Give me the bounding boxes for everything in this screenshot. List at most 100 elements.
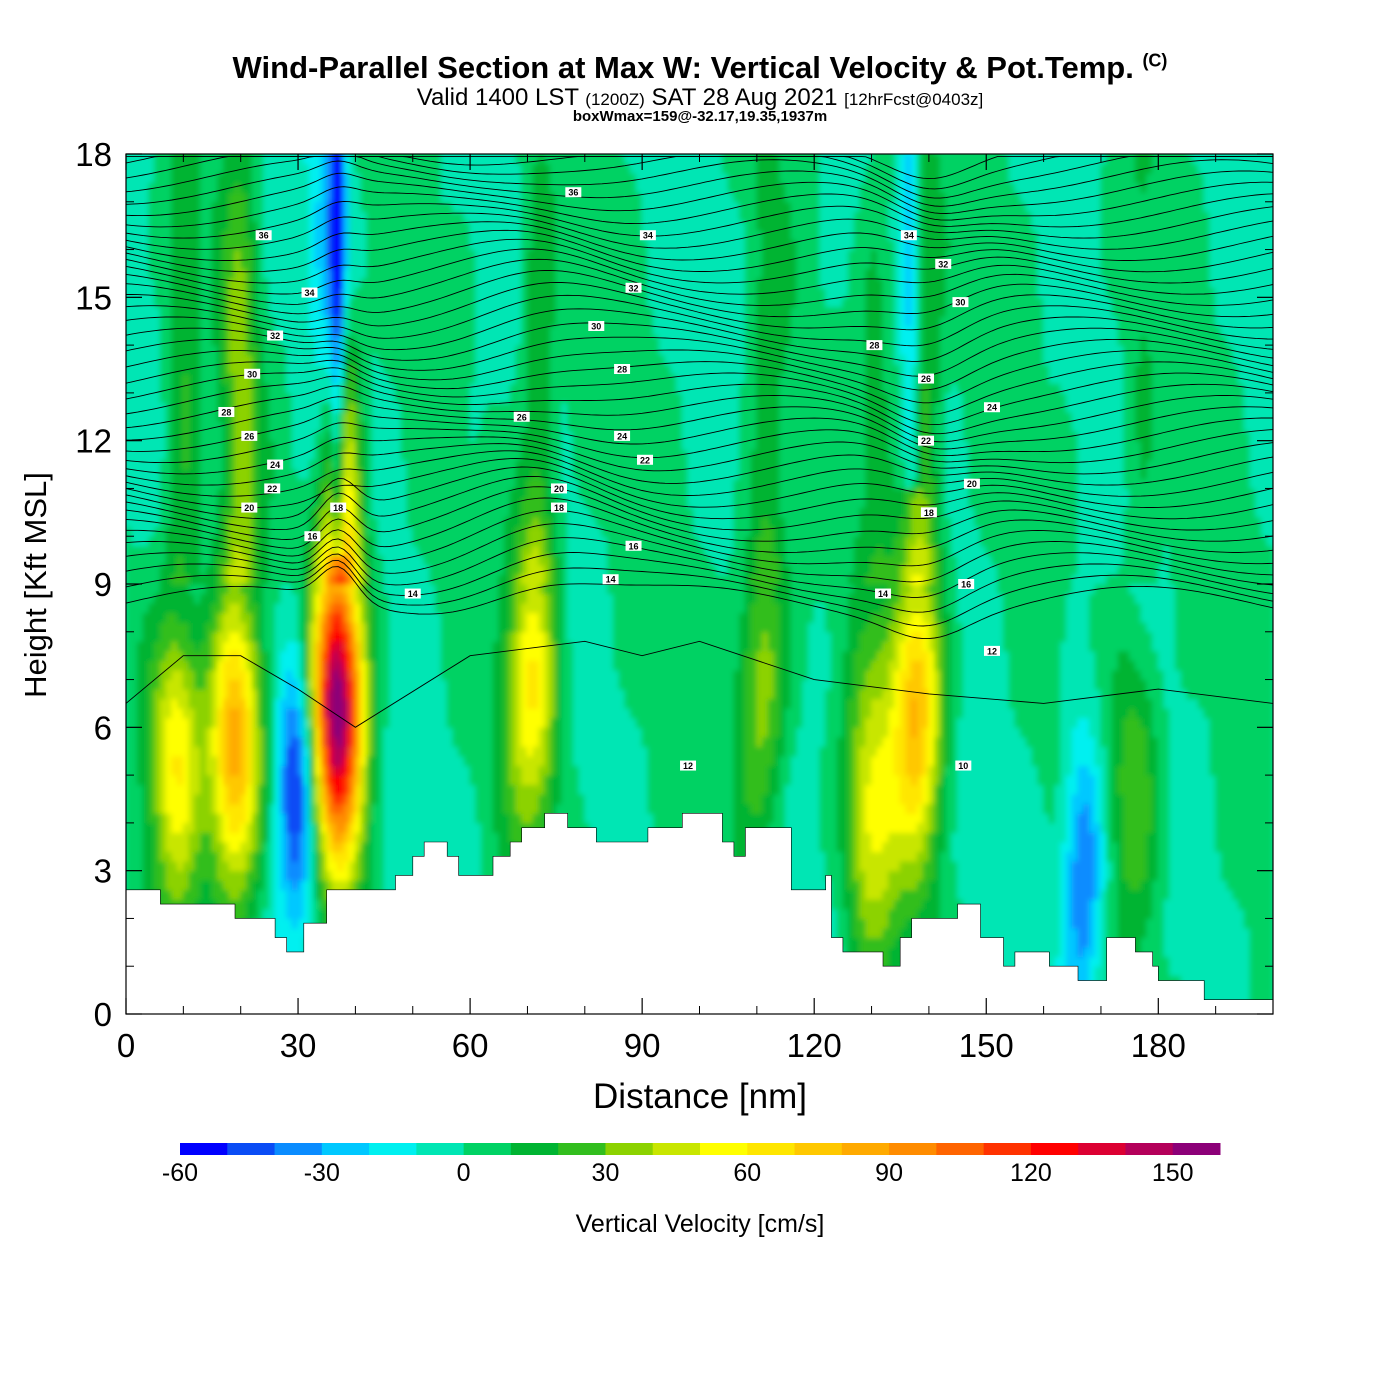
valid-time: Valid 1400 LST (416, 84, 579, 111)
contour-label-bg (875, 588, 892, 599)
contour-label-bg (900, 230, 917, 241)
chart-title: Wind-Parallel Section at Max W: Vertical… (0, 50, 1400, 86)
colorbar-tick-label: -60 (162, 1159, 198, 1187)
contour-label: 20 (244, 503, 254, 513)
contour-label: 24 (987, 403, 997, 413)
contour-label-bg (588, 321, 605, 331)
contour-label-bg (301, 287, 318, 298)
colorbar-swatch (558, 1143, 606, 1155)
copyright-mark: (C) (1142, 50, 1168, 71)
x-tick-label: 180 (1131, 1027, 1186, 1064)
contour-label: 34 (643, 231, 653, 241)
colorbar-swatch (416, 1143, 465, 1155)
colorbar-swatch (1030, 1143, 1079, 1155)
colorbar-tick-label: 0 (457, 1159, 471, 1187)
colorbar-swatch (1078, 1143, 1126, 1155)
chart-title-main: Wind-Parallel Section at Max W: Vertical… (232, 50, 1134, 85)
contour-label-bg (625, 540, 642, 551)
contour-label-bg (244, 368, 261, 379)
colorbar-swatch (180, 1143, 228, 1155)
colorbar-swatch (1172, 1143, 1221, 1155)
x-tick-label: 0 (117, 1027, 135, 1064)
contour-label: 16 (629, 541, 639, 551)
y-tick-label: 18 (75, 136, 112, 173)
contour-label-bg (241, 502, 258, 513)
contour-label: 32 (629, 283, 639, 293)
y-tick-label: 15 (75, 279, 112, 316)
colorbar-swatch (983, 1143, 1032, 1155)
contour-label: 14 (878, 589, 888, 599)
contour-label: 26 (517, 412, 527, 422)
contour-label: 18 (333, 503, 343, 513)
y-axis-label: Height [Kft MSL] (18, 472, 53, 698)
contour-label: 10 (958, 761, 968, 771)
colorbar-tick-label: 120 (1010, 1159, 1052, 1187)
contour-label: 28 (617, 365, 627, 375)
x-tick-label: 30 (280, 1027, 317, 1064)
colorbar-swatch (1125, 1143, 1174, 1155)
valid-date: SAT 28 Aug 2021 (651, 84, 838, 111)
contour-label: 22 (267, 484, 277, 494)
contour-label: 20 (554, 484, 564, 494)
contour-label-bg (404, 588, 421, 599)
forecast-info: [12hrFcst@0403z] (844, 90, 984, 109)
contour-label-bg (958, 579, 975, 589)
colorbar-swatch (227, 1143, 276, 1155)
valid-utc: (1200Z) (585, 90, 645, 109)
contour-label-bg (680, 760, 697, 771)
contour-label-bg (918, 435, 935, 446)
colorbar-swatch (321, 1143, 370, 1155)
colorbar-swatch (747, 1143, 796, 1155)
colorbar: -60 -30 0 30 60 90 120 150 (162, 1143, 1221, 1187)
box-info: boxWmax=159@-32.17,19.35,1937m (572, 108, 828, 125)
contour-label-bg (267, 330, 284, 341)
x-tick-label: 120 (787, 1027, 842, 1064)
colorbar-swatch (369, 1143, 417, 1155)
theta-contour-labels: 36 34 32 30 28 26 24 22 20 18 16 14 36 34 32 30 28 26 24 22… (218, 187, 1000, 771)
contour-label-bg (304, 531, 321, 542)
contour-label-bg (963, 478, 980, 489)
y-tick-label: 9 (94, 566, 112, 603)
colorbar-swatch (794, 1143, 843, 1155)
contour-label-bg (218, 407, 235, 417)
contour-label-bg (983, 402, 1000, 413)
contour-label: 16 (307, 532, 317, 542)
colorbar-swatch (841, 1143, 890, 1155)
contour-label-bg (935, 258, 952, 269)
contour-label-bg (625, 282, 642, 293)
contour-label: 16 (961, 580, 971, 590)
colorbar-tick-label: 60 (733, 1159, 761, 1187)
contour-label-bg (602, 574, 619, 585)
x-tick-label: 60 (452, 1027, 489, 1064)
contour-label-bg (920, 507, 937, 518)
contour-label: 34 (904, 231, 914, 241)
contour-label: 22 (640, 455, 650, 465)
contour-label: 14 (606, 575, 616, 585)
y-tick-label: 12 (75, 423, 112, 460)
contour-label-bg (614, 430, 631, 441)
contour-label-bg (550, 483, 567, 494)
colorbar-swatch (889, 1143, 937, 1155)
contour-label: 32 (938, 259, 948, 269)
contour-label: 30 (591, 322, 601, 332)
contour-label-bg (637, 454, 654, 465)
colorbar-tick-label: 90 (875, 1159, 903, 1187)
colorbar-tick-label: 150 (1152, 1159, 1194, 1187)
contour-label-bg (513, 411, 530, 422)
contour-label: 34 (305, 288, 315, 298)
contour-label-bg (330, 502, 347, 513)
contour-label: 30 (955, 298, 965, 308)
colorbar-swatch (274, 1143, 323, 1155)
contour-label-bg (565, 187, 582, 198)
colorbar-tick-label: 30 (592, 1159, 620, 1187)
terrain-mask (126, 813, 1273, 1014)
contour-label: 26 (921, 374, 931, 384)
contour-label: 36 (259, 231, 269, 241)
colorbar-label: Vertical Velocity [cm/s] (576, 1210, 825, 1238)
colorbar-swatch (463, 1143, 512, 1155)
contour-label: 18 (924, 508, 934, 518)
colorbar-swatch (510, 1143, 559, 1155)
colorbar-tick-label: -30 (304, 1159, 340, 1187)
colorbar-swatch (936, 1143, 985, 1155)
